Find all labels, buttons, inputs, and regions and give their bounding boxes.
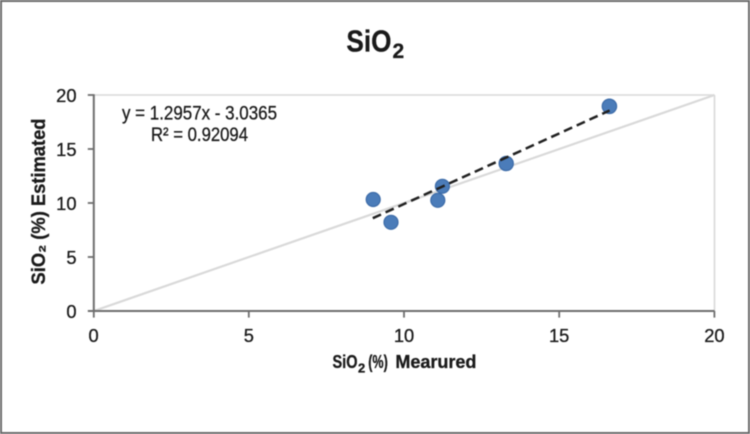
svg-text:20: 20 bbox=[56, 85, 76, 106]
svg-text:R² = 0.92094: R² = 0.92094 bbox=[151, 125, 248, 146]
svg-text:20: 20 bbox=[704, 325, 724, 346]
svg-text:0: 0 bbox=[89, 325, 99, 346]
svg-text:15: 15 bbox=[549, 325, 569, 346]
svg-text:5: 5 bbox=[244, 325, 254, 346]
svg-text:Mearured: Mearured bbox=[395, 351, 476, 372]
svg-text:SiO: SiO bbox=[333, 351, 358, 372]
svg-text:2: 2 bbox=[393, 40, 405, 63]
svg-text:5: 5 bbox=[66, 247, 76, 268]
svg-text:y = 1.2957x - 3.0365: y = 1.2957x - 3.0365 bbox=[122, 104, 277, 125]
svg-text:SiO: SiO bbox=[346, 24, 391, 59]
svg-text:2: 2 bbox=[358, 361, 365, 376]
svg-text:10: 10 bbox=[394, 325, 414, 346]
svg-text:15: 15 bbox=[56, 139, 76, 160]
svg-text:10: 10 bbox=[56, 193, 76, 214]
svg-text:0: 0 bbox=[66, 301, 76, 322]
svg-text:(%): (%) bbox=[368, 351, 388, 372]
svg-text:SiO₂ (%) Estimated: SiO₂ (%) Estimated bbox=[29, 119, 50, 285]
